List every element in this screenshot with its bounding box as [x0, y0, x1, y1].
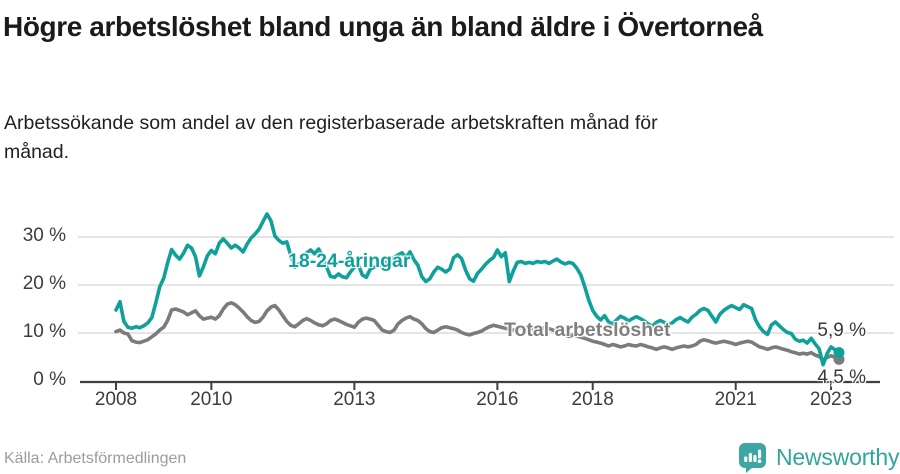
x-axis-tick-label: 2023: [809, 389, 853, 410]
x-axis-tick-label: 2016: [476, 389, 519, 410]
series-label-total: Total arbetslöshet: [504, 319, 671, 341]
x-axis-tick-label: 2021: [714, 389, 757, 410]
newsworthy-logo-icon: [738, 442, 767, 473]
y-axis-tick-label: 0 %: [33, 369, 66, 390]
end-value-label-total: 4,5 %: [817, 367, 866, 388]
source-credit: Källa: Arbetsförmedlingen: [4, 450, 187, 467]
x-axis-tick-label: 2010: [190, 389, 233, 410]
y-axis-tick-label: 20 %: [22, 273, 66, 294]
y-axis-tick-label: 10 %: [22, 321, 66, 342]
page-title: Högre arbetslöshet bland unga än bland ä…: [3, 11, 763, 42]
newsworthy-logo[interactable]: Newsworthy: [738, 442, 899, 473]
chart-subtitle: Arbetssökande som andel av den registerb…: [4, 112, 658, 164]
x-axis-tick-label: 2018: [571, 389, 614, 410]
series-label-young: 18-24-åringar: [288, 250, 411, 272]
newsworthy-logo-text: Newsworthy: [776, 444, 900, 470]
y-axis-tick-label: 30 %: [22, 225, 66, 246]
end-value-label-young: 5,9 %: [817, 320, 866, 341]
x-axis-tick-label: 2008: [94, 389, 138, 410]
x-axis-tick-label: 2013: [333, 389, 376, 410]
